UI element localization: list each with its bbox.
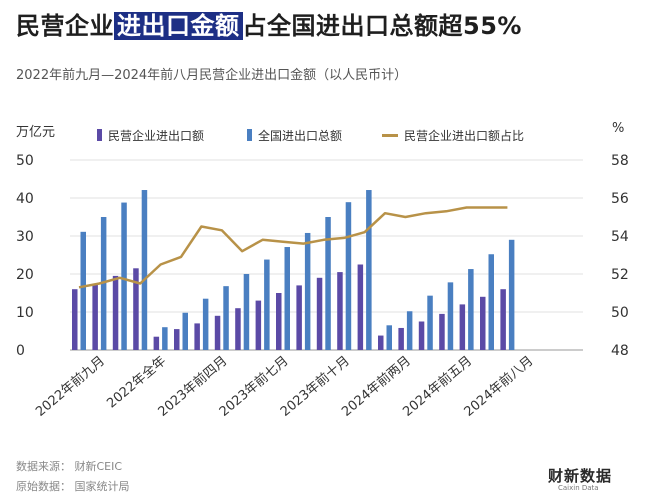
bar-private (92, 283, 98, 350)
x-tick-label: 2022年前九月 (33, 353, 108, 420)
bar-private (194, 323, 200, 350)
bar-total (406, 311, 413, 350)
bar-private (378, 335, 384, 350)
bar-total (488, 254, 494, 350)
bar-total (447, 282, 454, 350)
title-part-2: 占全国进出口总额超55% (242, 12, 522, 40)
logo-text: 财新数据 (548, 467, 613, 485)
bar-total (80, 231, 86, 350)
bar-private (418, 321, 425, 350)
bar-private (439, 313, 445, 350)
legend-total: 全国进出口总额 (247, 127, 342, 144)
bar-private (296, 285, 302, 350)
left-tick-label: 10 (16, 305, 34, 321)
legend-label-private: 民营企业进出口额 (108, 129, 205, 143)
share-line (78, 206, 508, 289)
bar-total (223, 286, 229, 350)
bar-private (235, 308, 241, 350)
bar-total (427, 295, 433, 350)
bar-private (112, 275, 119, 350)
legend-share: 民营企业进出口额占比 (382, 127, 524, 144)
bar-private (337, 272, 343, 350)
bar-private (480, 296, 486, 350)
bar-total (386, 325, 392, 350)
bar-total (162, 327, 168, 350)
title-highlight: 进出口金额 (114, 12, 243, 40)
bar-total (345, 202, 352, 350)
chart-subtitle: 2022年前九月—2024年前八月民营企业进出口金额（以人民币计） (16, 68, 408, 83)
left-tick-label: 50 (16, 153, 34, 169)
right-tick-label: 48 (611, 343, 629, 359)
right-tick-label: 56 (611, 191, 629, 207)
right-tick-label: 54 (611, 229, 629, 245)
logo-subtext: Caixin Data (558, 484, 599, 492)
left-tick-label: 30 (16, 229, 34, 245)
bar-private (276, 293, 282, 350)
footer-source: 数据来源： 财新CEIC (16, 460, 123, 473)
bar-private (255, 300, 262, 350)
x-tick-label: 2022年全年 (104, 353, 170, 412)
bar-total (508, 239, 515, 350)
left-tick-label: 20 (16, 267, 34, 283)
bar-private (459, 304, 466, 350)
bar-private (153, 336, 160, 350)
left-tick-label: 0 (16, 343, 25, 359)
bar-total (182, 312, 188, 350)
bar-total (468, 269, 474, 350)
legend-label-share: 民营企业进出口额占比 (404, 129, 525, 143)
bar-private (316, 277, 323, 350)
legend-swatch-private (97, 129, 102, 141)
legend-swatch-share (382, 134, 398, 137)
bar-total (141, 190, 148, 350)
legend-label-total: 全国进出口总额 (258, 129, 343, 143)
bar-total (243, 274, 250, 350)
title-part-1: 民营企业 (16, 12, 114, 40)
right-tick-label: 50 (611, 305, 629, 321)
caixin-data-logo: 财新数据 Caixin Data (548, 465, 628, 495)
bar-private (398, 327, 404, 350)
bar-private (72, 289, 78, 350)
bar-total (366, 190, 372, 350)
bar-private (500, 289, 506, 350)
bar-private (174, 329, 180, 350)
left-tick-label: 40 (16, 191, 34, 207)
bar-total (202, 298, 209, 350)
legend-private: 民营企业进出口额 (97, 127, 204, 144)
bar-total (121, 202, 127, 350)
bar-private (133, 268, 139, 350)
bar-private (214, 315, 221, 350)
right-tick-label: 52 (611, 267, 629, 283)
right-axis-unit: % (612, 121, 625, 136)
footer-raw-data: 原始数据： 国家统计局 (16, 480, 130, 493)
chart-title: 民营企业 进出口金额 占全国进出口总额超55% (16, 6, 522, 41)
bar-total (304, 232, 311, 350)
bar-total (325, 217, 331, 350)
right-tick-label: 58 (611, 153, 629, 169)
bar-total (264, 259, 270, 350)
bar-total (284, 247, 290, 350)
left-axis-unit: 万亿元 (16, 125, 56, 140)
legend-swatch-total (247, 129, 252, 141)
bar-private (357, 264, 364, 350)
